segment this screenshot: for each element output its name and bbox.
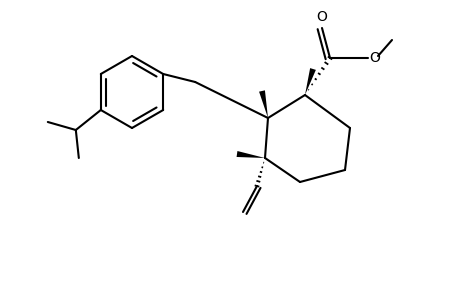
Text: O: O	[368, 51, 379, 65]
Polygon shape	[258, 90, 268, 118]
Polygon shape	[304, 68, 315, 95]
Polygon shape	[236, 151, 264, 158]
Text: O: O	[316, 10, 327, 24]
